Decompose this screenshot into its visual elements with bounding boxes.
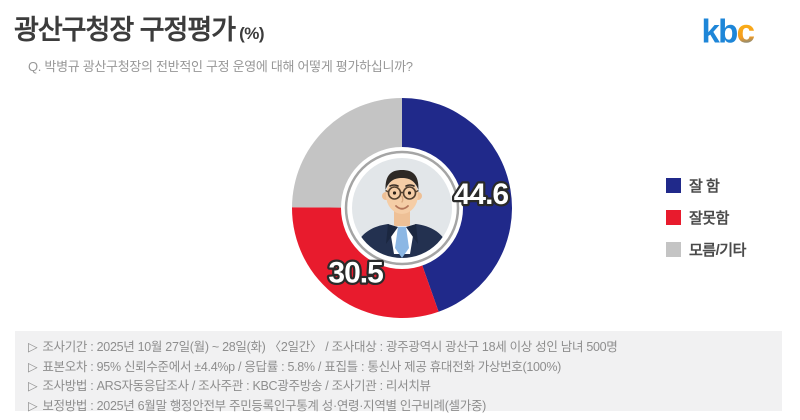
- methodology-text: 보정방법 : 2025년 6월말 행정안전부 주민등록인구통계 성·연령·지역별…: [42, 398, 487, 413]
- chart-legend: 잘 함 잘못함 모름/기타: [666, 178, 746, 259]
- methodology-line: ▷ 조사방법 : ARS자동응답조사 / 조사주관 : KBC광주방송 / 조사기…: [28, 377, 782, 397]
- methodology-line: ▷ 보정방법 : 2025년 6월말 행정안전부 주민등록인구통계 성·연령·지역…: [28, 397, 782, 417]
- legend-item-poor: 잘못함: [666, 210, 746, 227]
- center-ring-gray: [344, 150, 460, 266]
- legend-swatch-blue: [666, 178, 681, 193]
- kbc-logo: kbc: [701, 13, 756, 50]
- legend-swatch-gray: [666, 242, 681, 257]
- legend-label: 모름/기타: [689, 242, 746, 259]
- pie-value-labels: 44.6 30.5: [326, 176, 512, 292]
- triangle-bullet-icon: ▷: [28, 359, 38, 374]
- methodology-text: 조사기간 : 2025년 10월 27일(월) ~ 28일(화) 〈2일간〉 /…: [42, 340, 618, 354]
- legend-swatch-red: [666, 210, 681, 225]
- survey-methodology-box: ▷ 조사기간 : 2025년 10월 27일(월) ~ 28일(화) 〈2일간〉 …: [15, 331, 782, 413]
- page-title: 광산구청장 구정평가 (%): [14, 8, 265, 47]
- center-badge: [341, 147, 463, 269]
- survey-question: Q. 박병규 광산구청장의 전반적인 구정 운영에 대해 어떻게 평가하십니까?: [28, 59, 413, 74]
- triangle-bullet-icon: ▷: [28, 398, 38, 413]
- slice-value-label: 44.6: [454, 178, 509, 211]
- methodology-line: ▷ 조사기간 : 2025년 10월 27일(월) ~ 28일(화) 〈2일간〉 …: [28, 338, 782, 358]
- legend-item-well: 잘 함: [666, 178, 746, 195]
- methodology-text: 표본오차 : 95% 신뢰수준에서 ±4.4%p / 응답률 : 5.8% / …: [42, 359, 561, 374]
- legend-item-unknown: 모름/기타: [666, 242, 746, 259]
- kbc-logo-text: kbc: [701, 13, 754, 50]
- logo-letter-c: c: [737, 13, 755, 50]
- logo-letter-k: k: [701, 13, 720, 50]
- methodology-text: 조사방법 : ARS자동응답조사 / 조사주관 : KBC광주방송 / 조사기관…: [42, 379, 431, 393]
- triangle-bullet-icon: ▷: [28, 340, 38, 354]
- pie-chart: 44.6 30.5: [291, 98, 513, 319]
- page-title-unit: (%): [239, 24, 265, 43]
- page-title-text: 광산구청장 구정평가: [14, 15, 236, 45]
- slice-value-label: 30.5: [328, 257, 383, 290]
- legend-label: 잘 함: [689, 178, 720, 195]
- triangle-bullet-icon: ▷: [28, 379, 38, 393]
- logo-letter-b: b: [718, 13, 737, 50]
- legend-label: 잘못함: [689, 210, 729, 227]
- methodology-line: ▷ 표본오차 : 95% 신뢰수준에서 ±4.4%p / 응답률 : 5.8% /…: [28, 358, 782, 378]
- mayor-photo: [352, 158, 452, 258]
